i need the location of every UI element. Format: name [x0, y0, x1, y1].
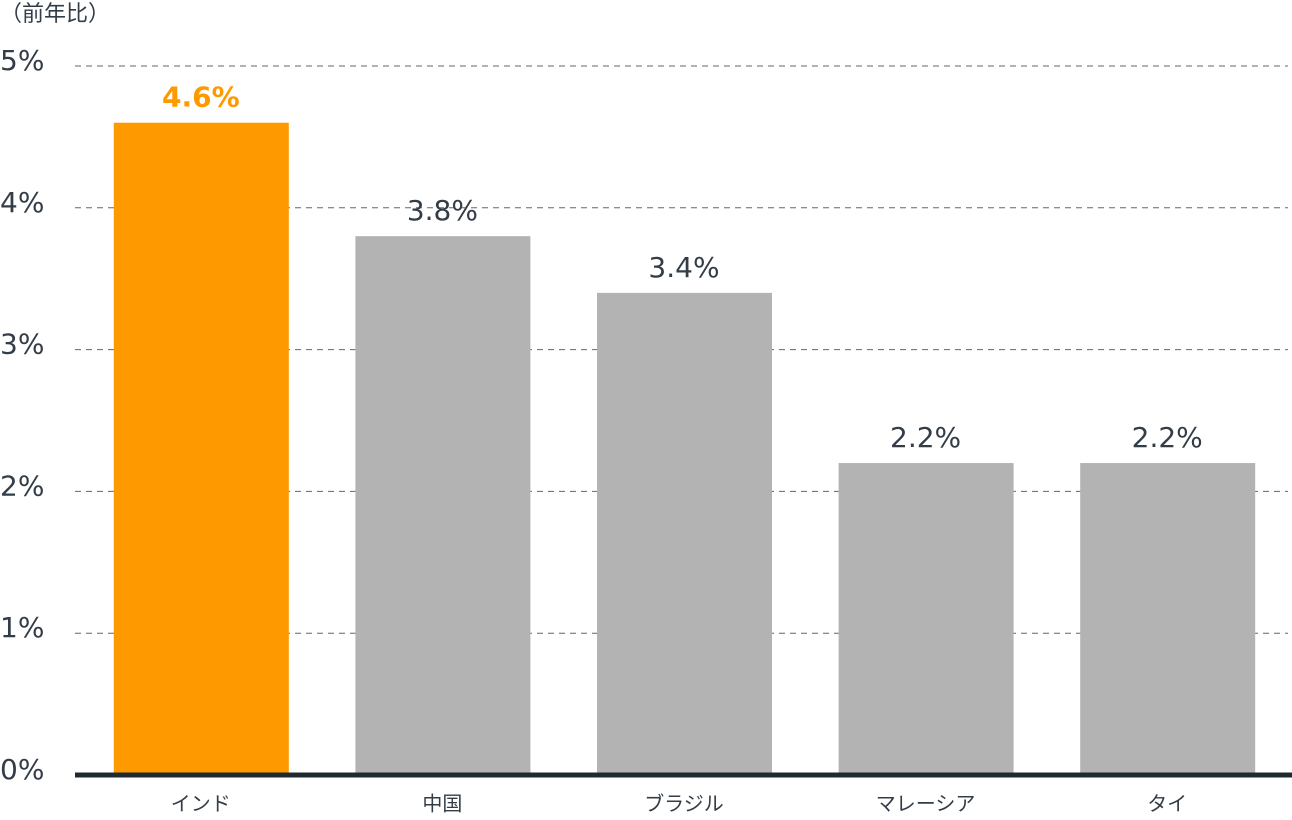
- y-axis-label: （前年比）: [0, 2, 110, 27]
- y-tick-label: 1%: [0, 611, 44, 644]
- value-label: 2.2%: [890, 421, 961, 454]
- bar: [1080, 463, 1256, 775]
- y-tick-label: 2%: [0, 469, 44, 502]
- bar: [355, 236, 531, 775]
- x-tick-label: マレーシア: [876, 792, 976, 816]
- value-label: 3.8%: [407, 194, 478, 227]
- y-tick-label: 0%: [0, 753, 44, 786]
- value-label: 2.2%: [1132, 421, 1203, 454]
- bar: [838, 463, 1014, 775]
- y-tick-label: 3%: [0, 328, 44, 361]
- x-tick-label: 中国: [422, 792, 462, 816]
- x-tick-label: タイ: [1147, 792, 1187, 816]
- y-tick-label: 4%: [0, 186, 44, 219]
- value-label: 4.6%: [162, 81, 240, 114]
- bar: [597, 292, 772, 775]
- y-tick-label: 5%: [0, 44, 44, 77]
- value-label: 3.4%: [648, 251, 719, 284]
- bar: [113, 122, 289, 776]
- x-tick-label: ブラジル: [644, 792, 724, 816]
- x-tick-label: インド: [171, 792, 231, 816]
